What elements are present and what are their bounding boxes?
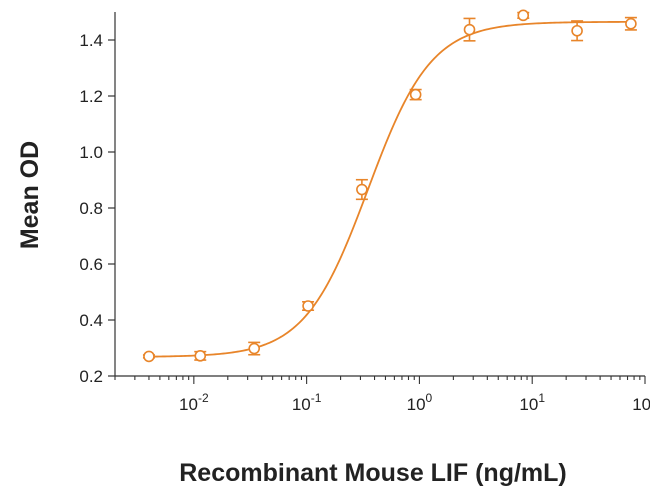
- data-point: [409, 88, 422, 101]
- data-point: [625, 17, 637, 30]
- y-tick-label: 1.0: [79, 143, 103, 162]
- x-tick-label: 10-2: [179, 391, 209, 414]
- x-axis-title: Recombinant Mouse LIF (ng/mL): [179, 459, 567, 487]
- data-point: [517, 9, 530, 22]
- x-tick-label: 102: [632, 391, 650, 414]
- fit-curve: [148, 20, 631, 358]
- data-point: [194, 350, 207, 362]
- y-axis-ticks: 0.2 0.4 0.6 0.8 1.0 1.2 1.4: [79, 31, 115, 386]
- x-tick-label: 10-1: [292, 391, 322, 414]
- data-point: [302, 300, 314, 312]
- data-point: [143, 350, 155, 363]
- y-tick-label: 0.8: [79, 199, 103, 218]
- y-tick-label: 0.4: [79, 311, 103, 330]
- x-tick-label: 100: [407, 391, 433, 414]
- data-point: [248, 342, 261, 355]
- data-point: [356, 183, 368, 196]
- y-axis-title: Mean OD: [16, 141, 44, 249]
- data-point: [571, 24, 583, 37]
- data-points: [142, 9, 637, 363]
- x-axis-ticks: 10-2 10-1 100 101 102: [114, 376, 650, 414]
- y-tick-label: 0.6: [79, 255, 103, 274]
- y-tick-label: 0.2: [79, 367, 103, 386]
- data-point: [463, 23, 476, 36]
- y-tick-label: 1.2: [79, 87, 103, 106]
- y-tick-label: 1.4: [79, 31, 103, 50]
- x-tick-label: 101: [519, 391, 545, 414]
